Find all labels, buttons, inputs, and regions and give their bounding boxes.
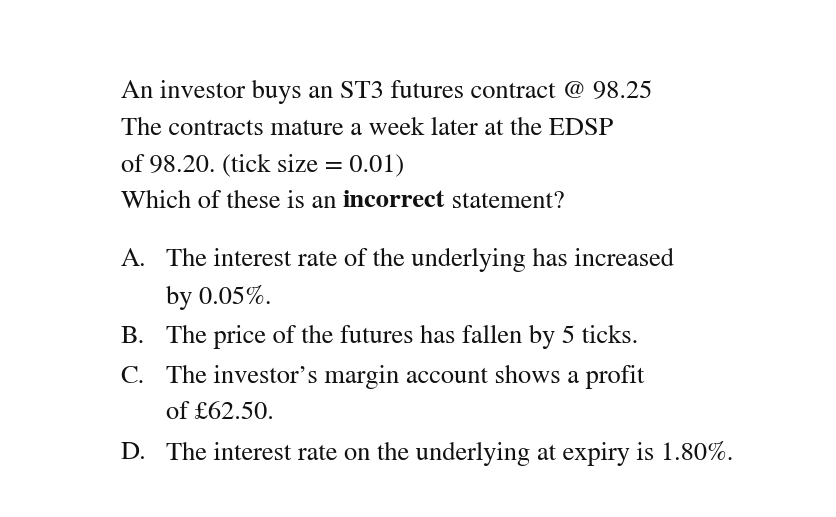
Text: An investor buys an ST3 futures contract @ 98.25: An investor buys an ST3 futures contract…	[120, 80, 652, 104]
Text: The interest rate on the underlying at expiry is 1.80%.: The interest rate on the underlying at e…	[166, 441, 733, 466]
Text: The contracts mature a week later at the EDSP: The contracts mature a week later at the…	[120, 116, 613, 141]
Text: by 0.05%.: by 0.05%.	[166, 285, 272, 310]
Text: D.: D.	[120, 441, 146, 465]
Text: A.: A.	[120, 248, 146, 272]
Text: B.: B.	[120, 325, 145, 349]
Text: of £62.50.: of £62.50.	[166, 401, 274, 425]
Text: Which of these is an: Which of these is an	[120, 190, 343, 214]
Text: The interest rate of the underlying has increased: The interest rate of the underlying has …	[166, 248, 674, 272]
Text: C.: C.	[120, 364, 145, 389]
Text: The price of the futures has fallen by 5 ticks.: The price of the futures has fallen by 5…	[166, 325, 639, 349]
Text: statement?: statement?	[446, 190, 565, 214]
Text: of 98.20. (tick size = 0.01): of 98.20. (tick size = 0.01)	[120, 153, 404, 177]
Text: incorrect: incorrect	[343, 190, 446, 212]
Text: The investor’s margin account shows a profit: The investor’s margin account shows a pr…	[166, 364, 645, 389]
